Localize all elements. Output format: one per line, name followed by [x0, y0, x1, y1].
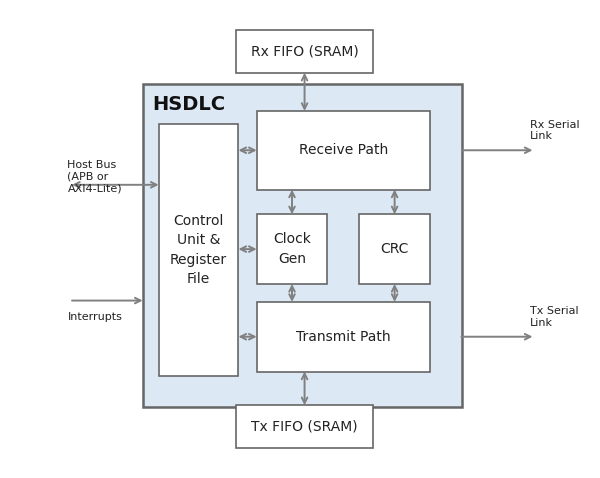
- Text: Interrupts: Interrupts: [67, 312, 122, 322]
- Bar: [257, 302, 430, 371]
- Text: Clock
Gen: Clock Gen: [273, 232, 311, 266]
- Text: Receive Path: Receive Path: [299, 143, 388, 157]
- Bar: [236, 405, 373, 448]
- Bar: [359, 214, 430, 284]
- Text: Tx FIFO (SRAM): Tx FIFO (SRAM): [251, 420, 358, 434]
- Text: Host Bus
(APB or
AXI4-Lite): Host Bus (APB or AXI4-Lite): [67, 160, 122, 193]
- Text: Transmit Path: Transmit Path: [296, 330, 391, 344]
- Bar: [158, 124, 238, 376]
- Text: Rx Serial
Link: Rx Serial Link: [530, 120, 580, 141]
- Text: Tx Serial
Link: Tx Serial Link: [530, 306, 579, 328]
- Text: Control
Unit &
Register
File: Control Unit & Register File: [170, 214, 227, 286]
- Bar: [143, 84, 462, 407]
- Bar: [257, 111, 430, 190]
- Bar: [236, 30, 373, 73]
- Text: HSDLC: HSDLC: [153, 95, 226, 114]
- Text: Rx FIFO (SRAM): Rx FIFO (SRAM): [251, 44, 358, 58]
- Bar: [257, 214, 328, 284]
- Text: CRC: CRC: [380, 242, 409, 256]
